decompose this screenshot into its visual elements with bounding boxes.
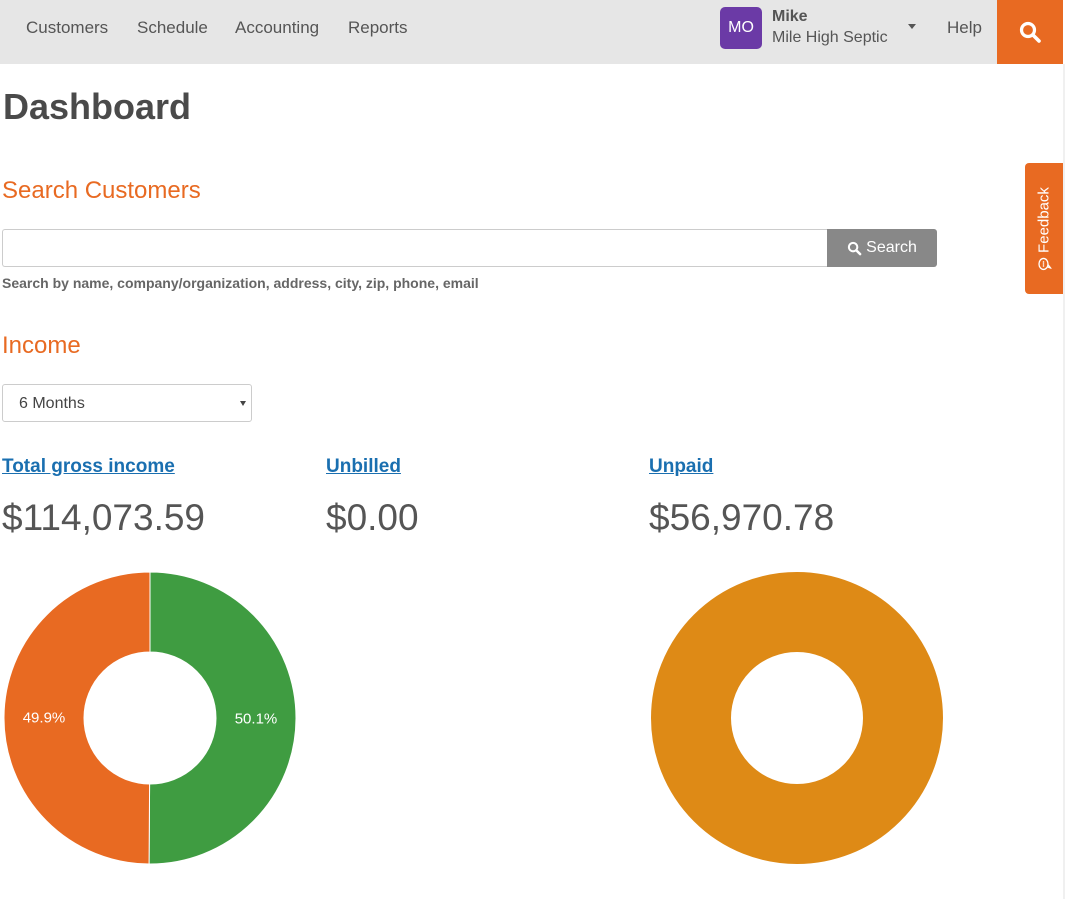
donut-0-slice-1[interactable] <box>3 571 151 865</box>
unbilled-link[interactable]: Unbilled <box>326 456 401 477</box>
nav-item-reports[interactable]: Reports <box>348 18 408 37</box>
unbilled-value: $0.00 <box>326 497 419 538</box>
customer-search-button[interactable]: Search <box>827 229 937 267</box>
feedback-label: Feedback <box>1035 187 1053 253</box>
global-search-button[interactable] <box>997 0 1063 64</box>
donut-0-slice-label-1: 49.9% <box>23 710 66 727</box>
total-gross-income-link[interactable]: Total gross income <box>2 456 175 477</box>
feedback-tab[interactable]: Feedback <box>1025 163 1063 294</box>
caret-down-icon <box>240 401 246 406</box>
search-customers-heading: Search Customers <box>2 177 201 204</box>
nav-item-schedule[interactable]: Schedule <box>137 18 208 37</box>
income-heading: Income <box>2 332 81 359</box>
donut-1-slice-0[interactable] <box>651 572 943 864</box>
search-icon <box>847 241 862 255</box>
income-period-select[interactable]: 6 Months <box>2 384 252 422</box>
page-title: Dashboard <box>3 86 192 127</box>
customer-search-input[interactable] <box>2 229 828 267</box>
nav-item-customers[interactable]: Customers <box>26 18 109 37</box>
period-select-value: 6 Months <box>19 395 85 412</box>
chat-bubble-icon <box>1037 257 1051 271</box>
caret-down-icon[interactable] <box>908 24 916 29</box>
gross-income-donut-chart: 50.1% 49.9% <box>3 571 297 865</box>
search-help-text: Search by name, company/organization, ad… <box>2 275 479 291</box>
user-name[interactable]: Mike <box>772 8 808 25</box>
donut-0-slice-0[interactable] <box>148 571 297 865</box>
top-navigation-bar: Customers Schedule Accounting Reports MO… <box>0 0 1063 64</box>
right-edge-divider <box>1063 64 1065 899</box>
search-icon <box>1019 21 1041 43</box>
nav-item-help[interactable]: Help <box>947 18 982 37</box>
unpaid-donut-chart <box>651 572 943 864</box>
unpaid-link[interactable]: Unpaid <box>649 456 714 477</box>
feedback-tab-content: Feedback <box>1036 187 1053 271</box>
nav-item-accounting[interactable]: Accounting <box>235 18 320 37</box>
search-button-label: Search <box>866 239 917 256</box>
unpaid-value: $56,970.78 <box>649 497 835 538</box>
user-company[interactable]: Mile High Septic <box>772 29 888 46</box>
total-gross-income-value: $114,073.59 <box>2 497 206 538</box>
avatar[interactable]: MO <box>720 7 762 49</box>
donut-0-slice-label-0: 50.1% <box>235 710 278 727</box>
